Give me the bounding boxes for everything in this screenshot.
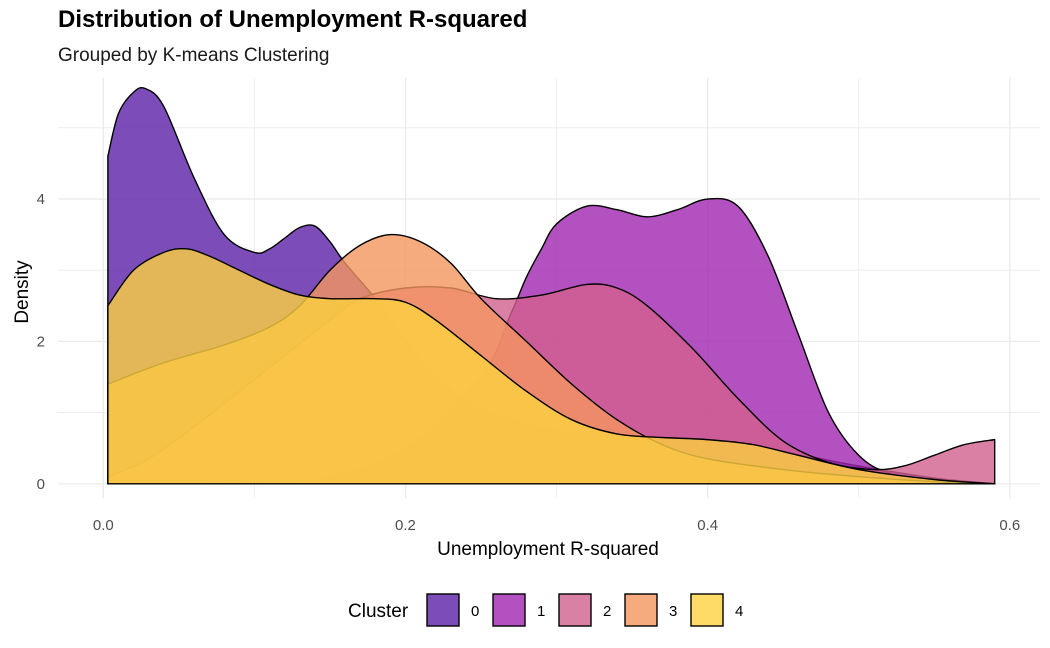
y-tick-label: 2 <box>37 333 45 350</box>
legend-label-cluster-2: 2 <box>603 603 611 620</box>
y-tick-label: 4 <box>37 191 45 208</box>
legend-label-cluster-4: 4 <box>735 603 743 620</box>
x-axis-title: Unemployment R-squared <box>437 539 659 560</box>
chart-title: Distribution of Unemployment R-squared <box>58 6 528 33</box>
density-series <box>107 86 996 485</box>
legend-swatch-cluster-1 <box>492 593 526 627</box>
legend-swatch-cluster-4 <box>690 593 724 627</box>
y-axis-title: Density <box>12 260 33 324</box>
y-tick-label: 0 <box>37 476 45 493</box>
legend: Cluster 0 1 2 3 4 <box>348 593 743 627</box>
legend-label-cluster-3: 3 <box>669 603 677 620</box>
legend-swatch-cluster-0 <box>426 593 460 627</box>
legend-label-cluster-0: 0 <box>471 603 479 620</box>
x-tick-label: 0.6 <box>999 517 1020 534</box>
x-tick-label: 0.0 <box>93 517 114 534</box>
chart-subtitle: Grouped by K-means Clustering <box>58 45 330 66</box>
legend-swatch-cluster-2 <box>558 593 592 627</box>
legend-label-cluster-1: 1 <box>537 603 545 620</box>
x-tick-label: 0.2 <box>395 517 416 534</box>
legend-title: Cluster <box>348 601 409 622</box>
axes: Unemployment R-squared Density 0.0 0.2 0.4… <box>12 191 1020 560</box>
x-tick-label: 0.4 <box>697 517 718 534</box>
density-area-cluster-4 <box>107 247 996 485</box>
legend-swatch-cluster-3 <box>624 593 658 627</box>
